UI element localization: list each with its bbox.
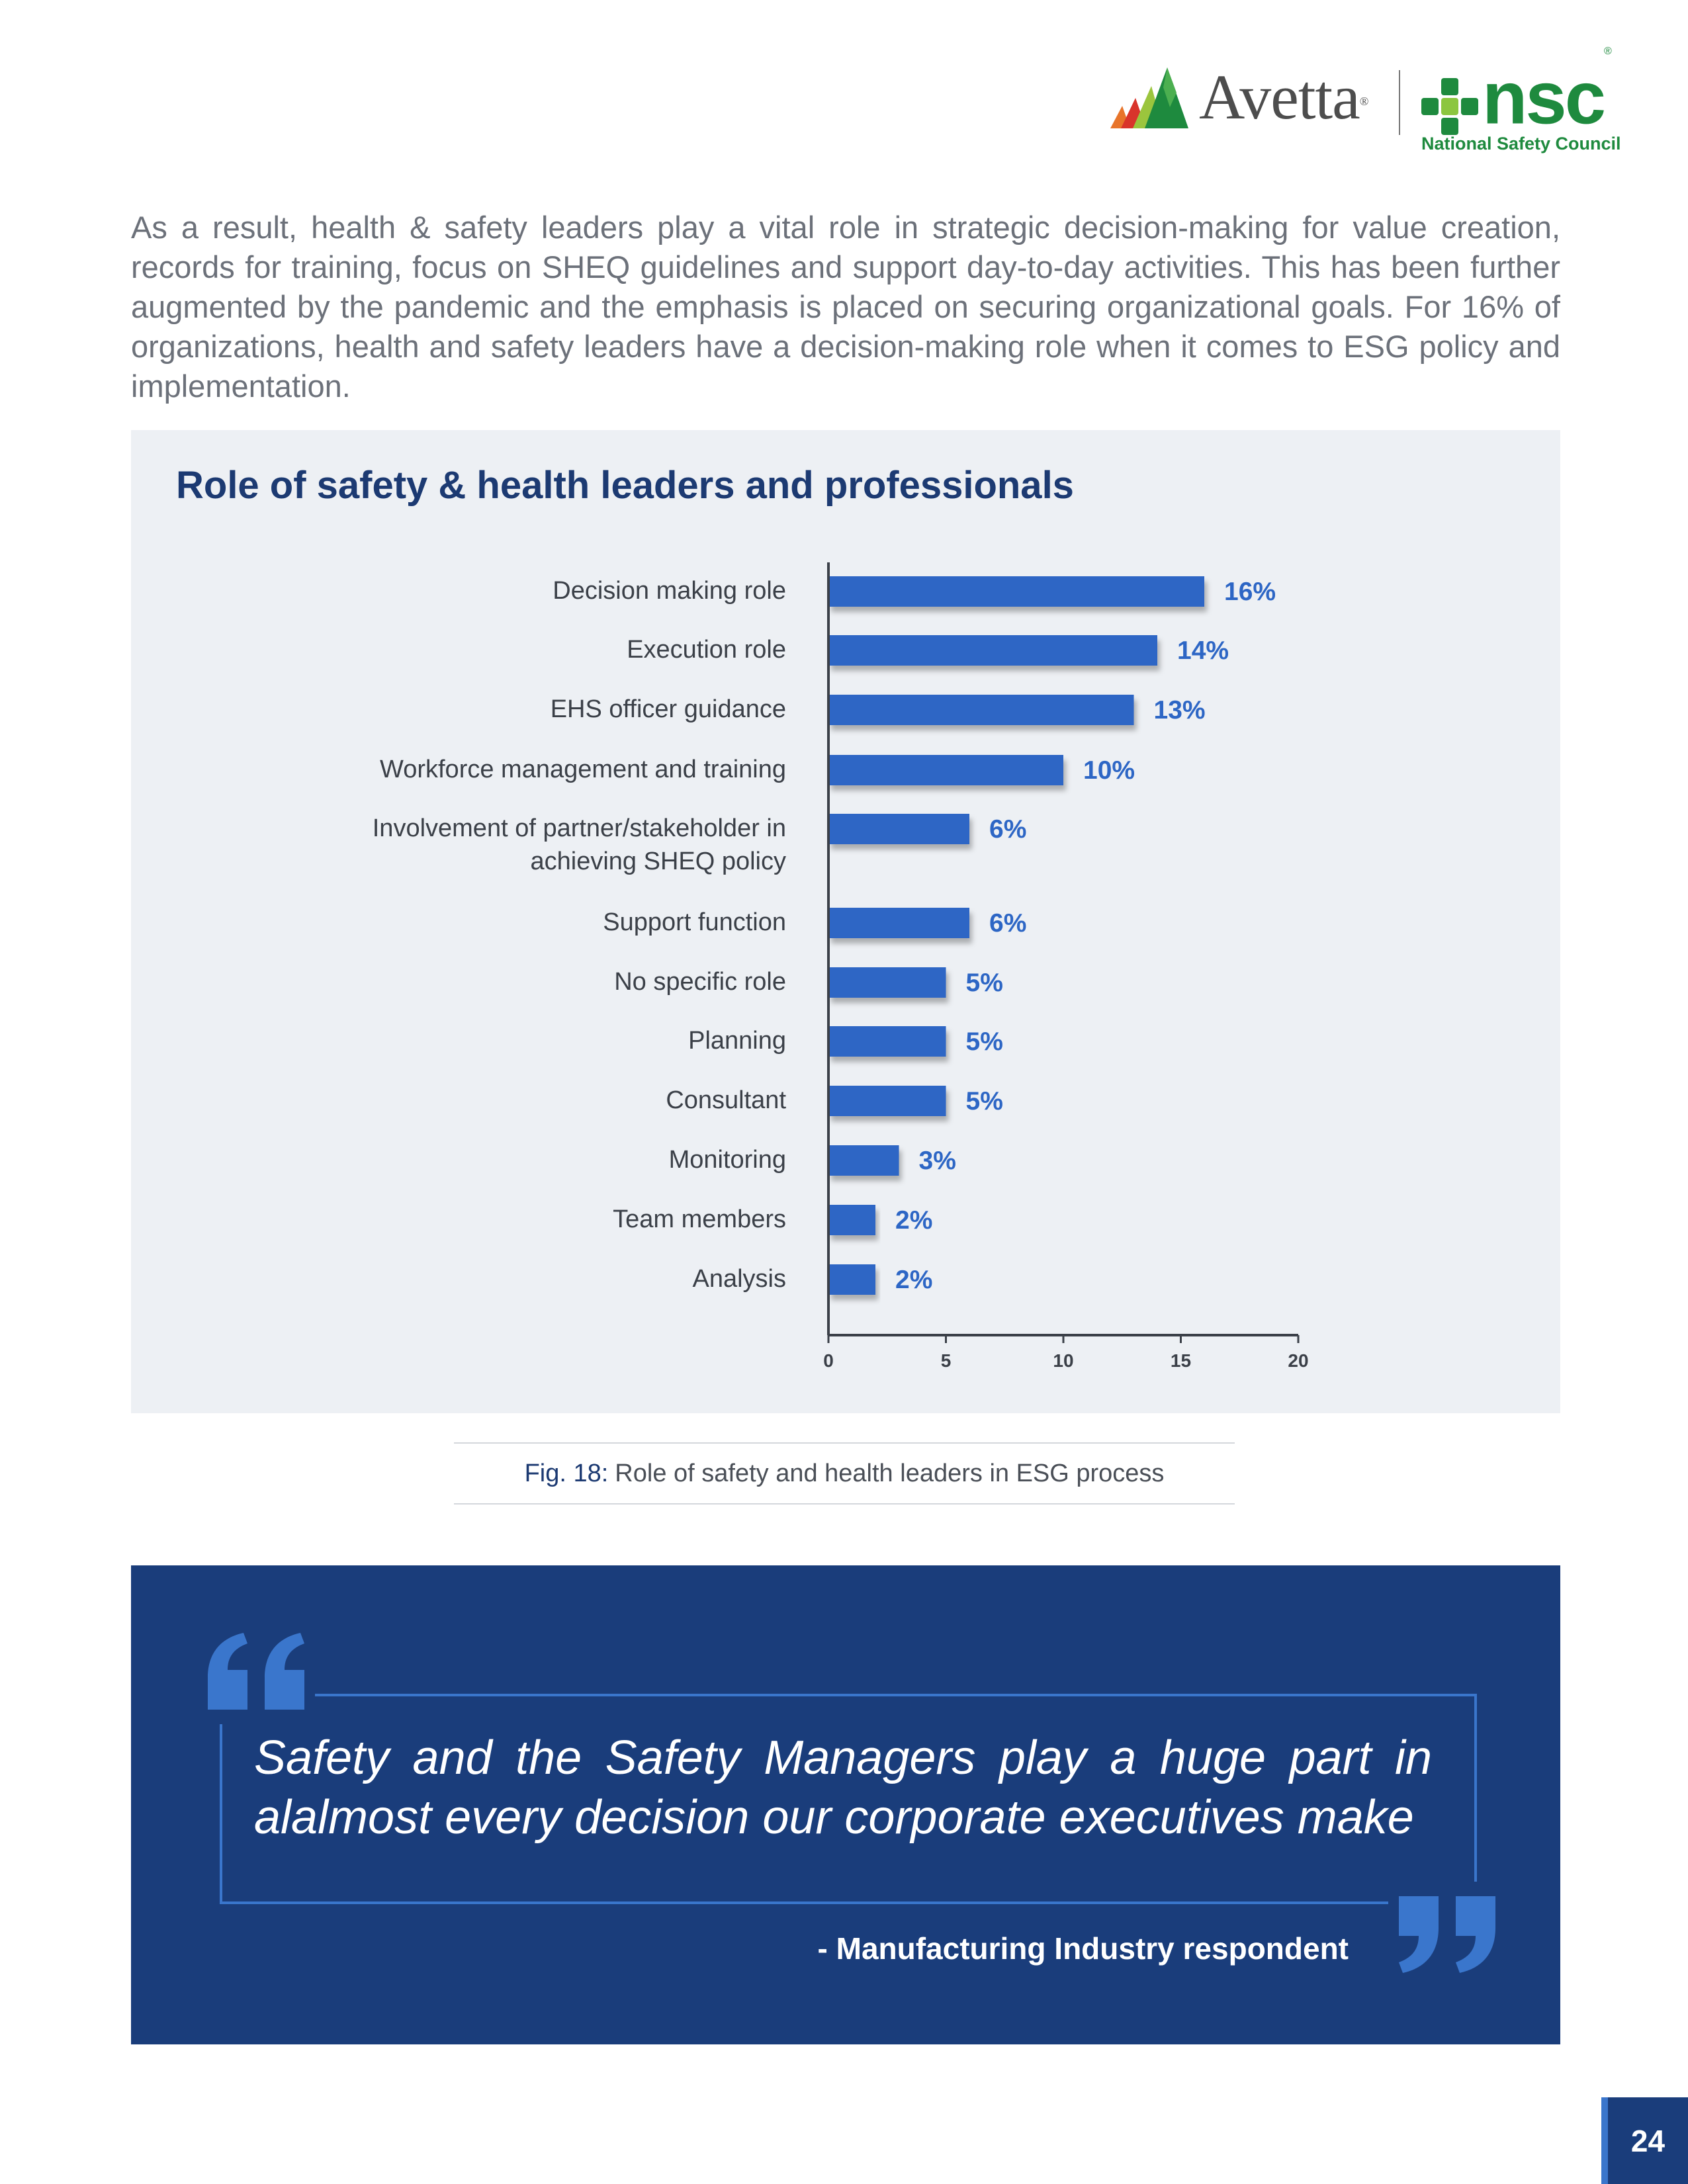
category-label: Execution role [627, 636, 786, 664]
x-tick-label: 5 [941, 1350, 952, 1371]
data-label: 5% [966, 1087, 1003, 1115]
bar-chart: 16% Decision making role 14% Execution role… [373, 562, 1309, 1371]
intro-paragraph: As a result, health & safety leaders pla… [131, 210, 1560, 404]
x-tick-label: 10 [1053, 1350, 1073, 1371]
quote-panel: Safety and the Safety Managers play a hu… [131, 1565, 1560, 2044]
data-label: 13% [1154, 696, 1206, 724]
category-label: Consultant [666, 1086, 786, 1114]
close-quote-icon [1388, 1882, 1501, 1974]
figure-caption: Fig. 18: Role of safety and health leade… [454, 1442, 1235, 1505]
category-label: Involvement of partner/stakeholder in ach… [373, 814, 786, 875]
category-label: Team members [613, 1205, 786, 1233]
nsc-tagline: National Safety Council [1421, 134, 1621, 153]
data-label: 3% [919, 1147, 956, 1175]
bar [828, 814, 969, 844]
x-tick-label: 0 [823, 1350, 834, 1371]
data-label: 2% [895, 1206, 932, 1235]
nsc-cross-icon [1421, 78, 1478, 135]
category-label: Decision making role [553, 577, 786, 605]
category-label: No specific role [614, 968, 786, 996]
bar [828, 1086, 946, 1116]
data-label: 5% [966, 969, 1003, 997]
chart-panel: Role of safety & health leaders and prof… [131, 430, 1560, 1413]
bar [828, 1205, 875, 1235]
bar [828, 908, 969, 938]
figure-caption-text: Role of safety and health leaders in ESG… [615, 1459, 1165, 1487]
category-label: EHS officer guidance [551, 695, 786, 723]
quote-frame [220, 1694, 1477, 1904]
logo-divider [1399, 70, 1400, 135]
x-tick-label: 20 [1288, 1350, 1308, 1371]
category-label: Analysis [693, 1265, 787, 1293]
chart-title: Role of safety & health leaders and prof… [176, 464, 1074, 507]
nsc-wordmark: nsc® [1482, 46, 1612, 140]
bar [828, 1145, 899, 1176]
category-label: Monitoring [669, 1146, 786, 1174]
data-label: 5% [966, 1027, 1003, 1056]
category-label: Support function [603, 908, 786, 936]
figure-number: Fig. 18: [524, 1459, 609, 1487]
bar [828, 635, 1157, 666]
bar [828, 576, 1204, 607]
quote-text: Safety and the Safety Managers play a hu… [254, 1731, 1432, 1844]
bar [828, 967, 946, 998]
avetta-wordmark: Avetta® [1199, 62, 1368, 132]
data-label: 2% [895, 1266, 932, 1294]
open-quote-icon [202, 1632, 315, 1724]
header-logos: Avetta® nsc® National Safety Council [1105, 46, 1621, 165]
bar [828, 1264, 875, 1295]
bar [828, 755, 1063, 785]
bar [828, 1026, 946, 1057]
data-label: 14% [1177, 636, 1229, 665]
category-label: Workforce management and training [380, 756, 786, 783]
data-label: 6% [989, 815, 1026, 844]
data-label: 6% [989, 909, 1026, 938]
data-label: 16% [1224, 578, 1276, 606]
x-tick-label: 15 [1171, 1350, 1191, 1371]
quote-author: - Manufacturing Industry respondent [817, 1931, 1349, 1966]
bar [828, 695, 1134, 725]
avetta-mountain-icon [1110, 67, 1188, 128]
category-label: Planning [688, 1027, 786, 1055]
data-label: 10% [1083, 756, 1135, 785]
page-number: 24 [1601, 2097, 1688, 2184]
